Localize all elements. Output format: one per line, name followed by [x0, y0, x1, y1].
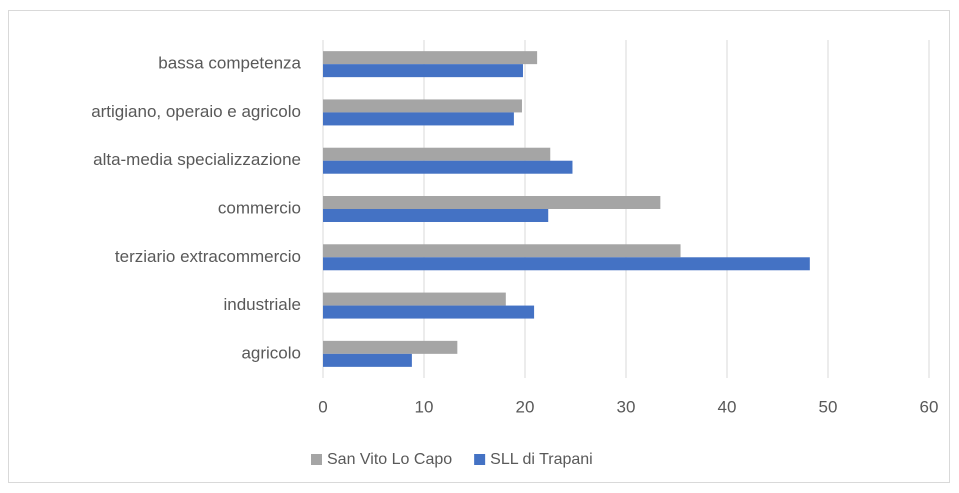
bar	[323, 160, 573, 174]
y-tick-label: terziario extracommercio	[115, 247, 301, 266]
bar	[323, 64, 523, 78]
y-tick-label: industriale	[224, 295, 302, 314]
bar	[323, 112, 514, 126]
bar	[323, 209, 549, 222]
legend-swatch	[311, 454, 322, 465]
bar	[323, 292, 506, 306]
x-tick-label: 20	[516, 397, 535, 416]
legend-label: San Vito Lo Capo	[327, 451, 452, 468]
x-tick-label: 50	[819, 397, 838, 416]
bar	[323, 340, 458, 354]
y-tick-label: artigiano, operaio e agricolo	[91, 102, 301, 121]
bar	[323, 196, 661, 209]
y-tick-label: alta-media specializzazione	[93, 150, 301, 169]
bar	[323, 51, 538, 65]
y-tick-label: commercio	[218, 198, 301, 217]
legend-swatch	[474, 454, 486, 465]
y-tick-label: bassa competenza	[158, 54, 301, 73]
x-tick-label: 40	[718, 397, 737, 416]
bar	[323, 244, 681, 258]
bar	[323, 257, 810, 271]
x-tick-label: 10	[415, 397, 434, 416]
bar	[323, 99, 522, 113]
legend-label: SLL di Trapani	[490, 451, 593, 468]
y-tick-label: agricolo	[241, 343, 301, 362]
bar	[323, 305, 535, 319]
x-tick-label: 30	[617, 397, 636, 416]
bar	[323, 353, 412, 367]
bar	[323, 147, 551, 161]
x-tick-label: 60	[920, 397, 939, 416]
x-tick-label: 0	[318, 397, 327, 416]
